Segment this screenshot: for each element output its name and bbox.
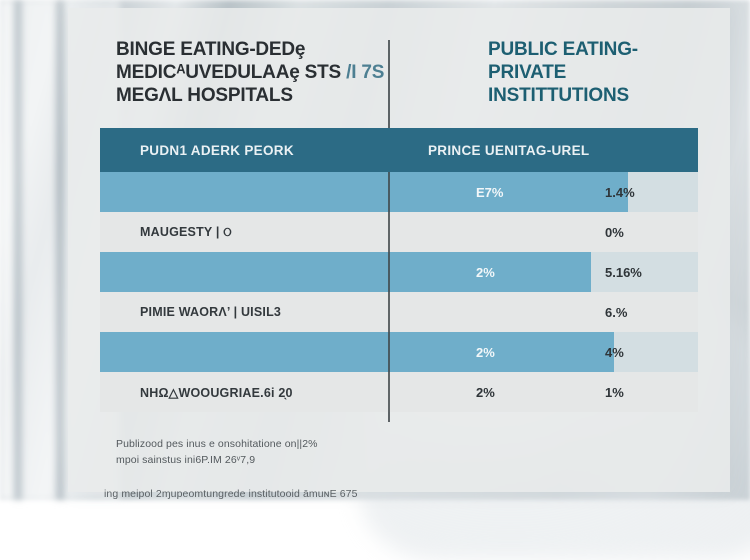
left-title: BINGE EATING-DEDȩ MEDICᴬUVEDULAAȩ STS /… xyxy=(116,38,416,107)
table-header-row: PUDN1 ADERK PEORK PRINCE UENITAG-UREL xyxy=(100,128,698,172)
table-body: E7%1.4%MAUGESTY | ଠ0%2%5.16%PIMIE WAORΛ’… xyxy=(100,172,698,412)
table-row: E7% 1.4% xyxy=(100,172,698,212)
right-title-line-2: PRIVATE xyxy=(488,61,728,84)
left-title-line-2-text: MEDICᴬUVEDULAAȩ STS xyxy=(116,62,341,83)
left-title-line-2: MEDICᴬUVEDULAAȩ STS /I 7S xyxy=(116,61,416,84)
footnote-line-1: Publizood pes inus e onsohitatione on||2… xyxy=(116,436,676,452)
bar-value-label: 2% xyxy=(476,252,495,292)
title-band: BINGE EATING-DEDȩ MEDICᴬUVEDULAAȩ STS /… xyxy=(68,32,730,124)
bar xyxy=(100,172,628,212)
footnote-line-2: mpoi sainstus ini6P.IM 26ᵛ7,9 xyxy=(116,452,676,468)
table-row: 2% 5.16% xyxy=(100,252,698,292)
row-value: 6.% xyxy=(605,292,627,332)
bar xyxy=(100,332,614,372)
left-title-line-1: BINGE EATING-DEDȩ xyxy=(116,38,416,61)
row-label: MAUGESTY | ଠ xyxy=(140,212,232,252)
row-label: NHΩ△WOOUGRIAE.6i 2̖0 xyxy=(140,372,293,412)
row-value: 5.16% xyxy=(605,252,642,292)
table-row: 2% NHΩ△WOOUGRIAE.6i 2̖0 1% xyxy=(100,372,698,412)
left-title-accent: /I 7S xyxy=(346,62,384,83)
column-header-left: PUDN1 ADERK PEORK xyxy=(100,128,388,172)
row-value: 4% xyxy=(605,332,624,372)
table-row: 2% 4% xyxy=(100,332,698,372)
table-row: PIMIE WAORΛ’ | UISIL3 6.% xyxy=(100,292,698,332)
chart-card: BINGE EATING-DEDȩ MEDICᴬUVEDULAAȩ STS /… xyxy=(68,8,730,492)
bar-value-label: E7% xyxy=(476,172,503,212)
bar-value-label: 2% xyxy=(476,372,495,412)
row-value: 1.4% xyxy=(605,172,635,212)
right-title-line-1: PUBLIC EATING- xyxy=(488,38,728,61)
row-value: 0% xyxy=(605,212,624,252)
bar xyxy=(100,252,591,292)
bar-value-label: 2% xyxy=(476,332,495,372)
data-table: PUDN1 ADERK PEORK PRINCE UENITAG-UREL E7… xyxy=(100,128,698,412)
column-header-right: PRINCE UENITAG-UREL xyxy=(388,128,698,172)
table-row: MAUGESTY | ଠ 0% xyxy=(100,212,698,252)
right-title-line-3: INSTITTUTIONS xyxy=(488,84,728,107)
footnotes: Publizood pes inus e onsohitatione on||2… xyxy=(116,436,676,468)
right-title: PUBLIC EATING- PRIVATE INSTITTUTIONS xyxy=(488,38,728,107)
left-title-line-3: MEGɅL HOSPITALS xyxy=(116,84,416,107)
row-label: PIMIE WAORΛ’ | UISIL3 xyxy=(140,292,281,332)
row-value: 1% xyxy=(605,372,624,412)
bottom-note: ing meipol 2ɱupeomtungrede institutooid … xyxy=(104,488,704,500)
